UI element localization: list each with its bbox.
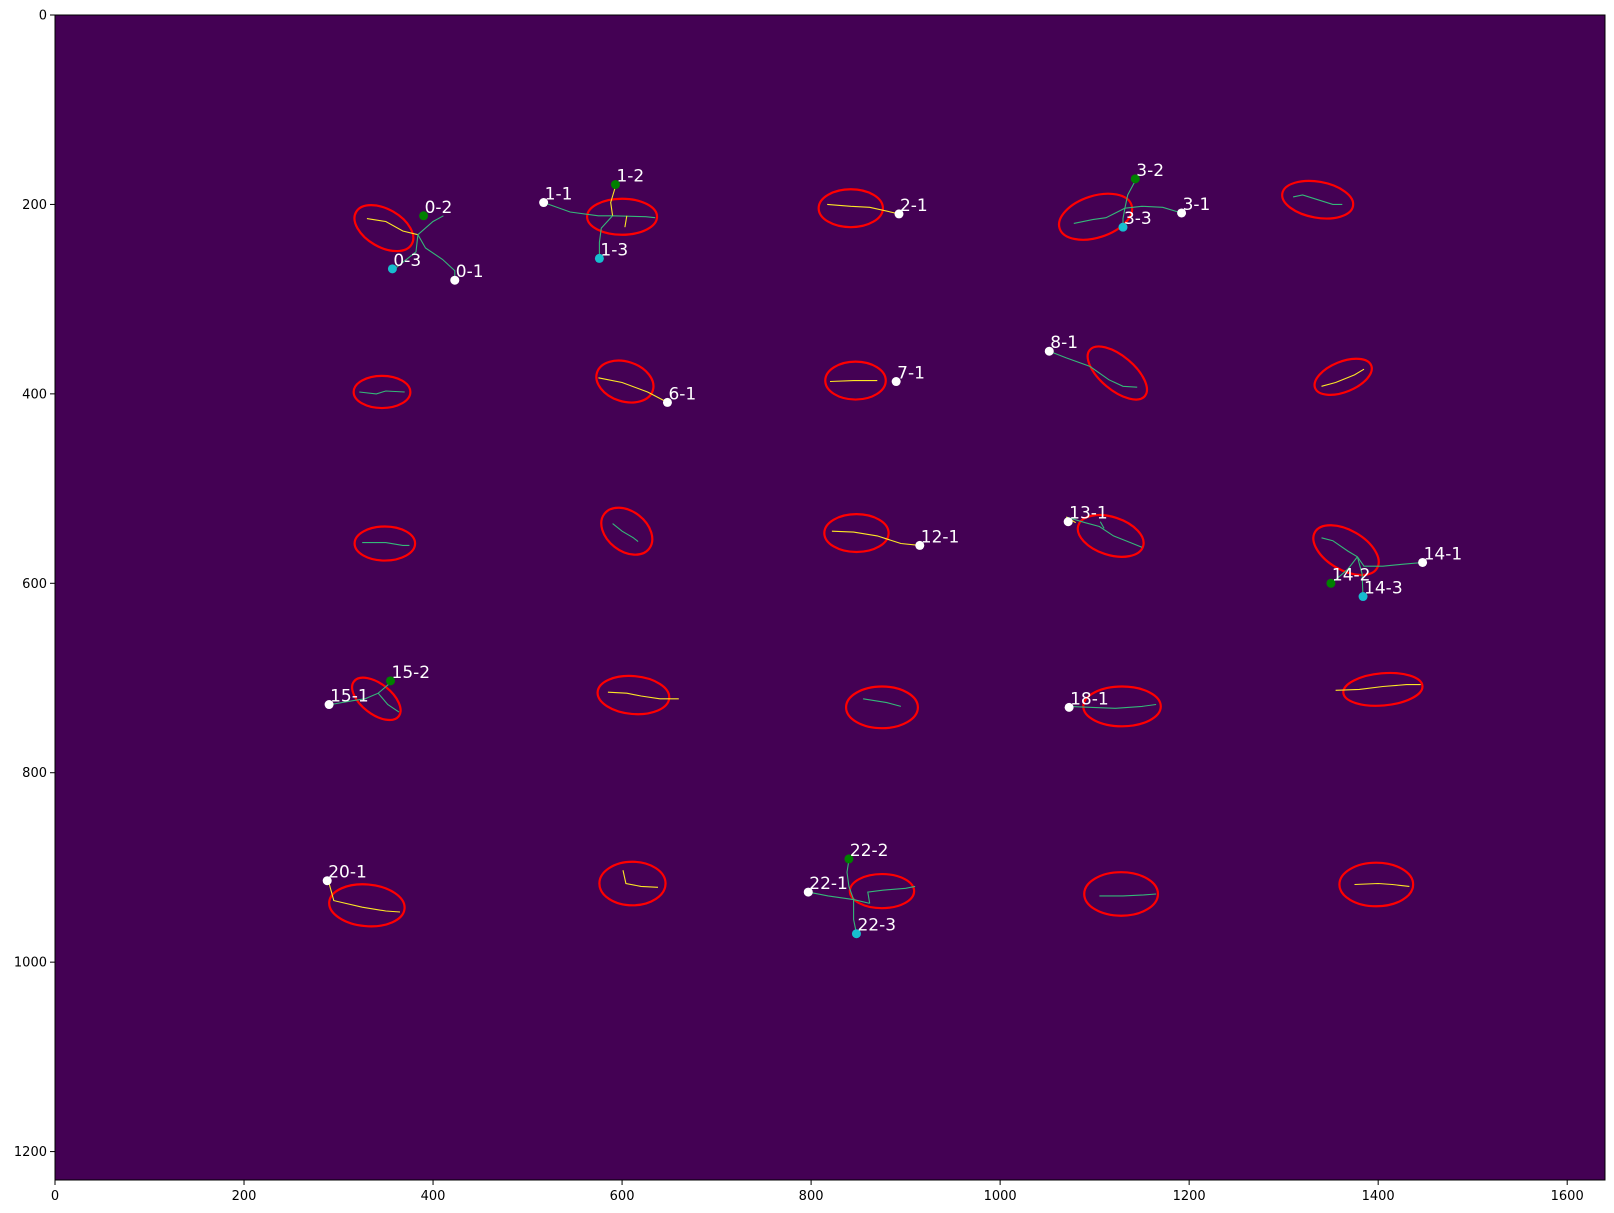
point-label-2-1: 2-1 [900,196,928,216]
x-tick-label-1600: 1600 [1551,1189,1584,1204]
point-label-0-3: 0-3 [393,251,421,271]
point-label-15-2: 15-2 [392,663,431,683]
point-label-3-1: 3-1 [1183,195,1211,215]
y-tick-label-0: 0 [39,9,47,24]
point-label-3-3: 3-3 [1124,209,1152,229]
y-tick-label-1200: 1200 [14,1145,47,1160]
point-label-8-1: 8-1 [1050,333,1078,353]
point-label-1-3: 1-3 [600,240,628,260]
y-tick-label-600: 600 [22,577,47,592]
x-tick-label-0: 0 [51,1189,59,1204]
point-label-20-1: 20-1 [328,863,367,883]
point-label-15-1: 15-1 [330,687,369,707]
point-label-22-1: 22-1 [809,874,848,894]
point-label-22-3: 22-3 [857,916,896,936]
point-label-0-1: 0-1 [456,262,484,282]
point-label-1-1: 1-1 [545,185,573,205]
point-label-12-1: 12-1 [921,527,960,547]
x-tick-label-1200: 1200 [1173,1189,1206,1204]
point-label-1-2: 1-2 [616,167,644,187]
y-tick-label-1000: 1000 [14,956,47,971]
x-tick-label-1000: 1000 [984,1189,1017,1204]
point-label-22-2: 22-2 [850,841,889,861]
point-label-14-1: 14-1 [1424,544,1463,564]
point-label-0-2: 0-2 [425,198,453,218]
point-label-3-2: 3-2 [1136,161,1164,181]
point-label-18-1: 18-1 [1070,689,1109,709]
x-tick-label-400: 400 [421,1189,446,1204]
y-tick-label-800: 800 [22,766,47,781]
point-label-14-3: 14-3 [1364,579,1403,599]
point-label-7-1: 7-1 [897,364,925,384]
point-label-13-1: 13-1 [1069,504,1108,524]
x-tick-label-200: 200 [232,1189,257,1204]
x-tick-label-800: 800 [799,1189,824,1204]
y-tick-label-200: 200 [22,198,47,213]
point-label-6-1: 6-1 [668,384,696,404]
x-tick-label-1400: 1400 [1362,1189,1395,1204]
x-tick-label-600: 600 [610,1189,635,1204]
y-tick-label-400: 400 [22,387,47,402]
